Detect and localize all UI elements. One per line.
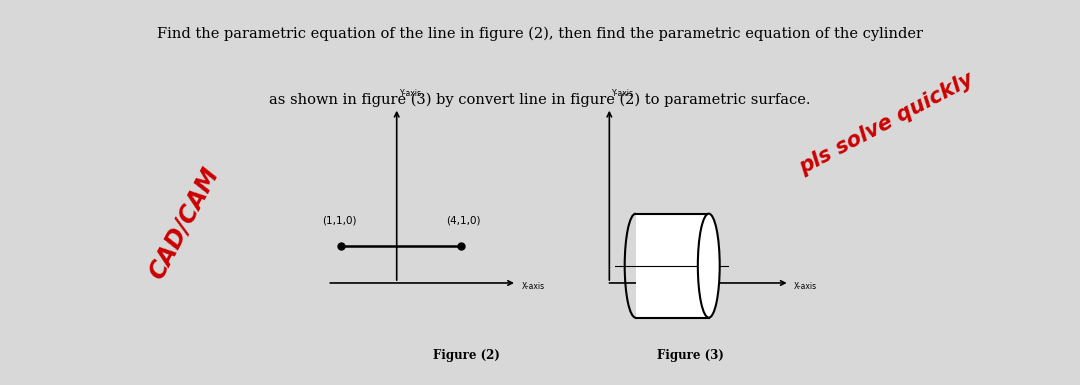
Text: X-axis: X-axis [522,282,544,291]
Text: Figure (3): Figure (3) [657,349,724,362]
Text: CAD/CAM: CAD/CAM [145,163,224,283]
Text: pls solve quickly: pls solve quickly [796,69,977,178]
Text: (4,1,0): (4,1,0) [446,215,481,225]
Text: X-axis: X-axis [794,282,818,291]
Text: Find the parametric equation of the line in figure (2), then find the parametric: Find the parametric equation of the line… [157,27,923,41]
Text: Figure (2): Figure (2) [433,349,499,362]
FancyBboxPatch shape [636,214,708,318]
Text: Y-axis: Y-axis [400,89,421,98]
Ellipse shape [698,214,719,318]
Text: (1,1,0): (1,1,0) [322,215,356,225]
Text: as shown in figure (3) by convert line in figure (2) to parametric surface.: as shown in figure (3) by convert line i… [269,92,811,107]
Text: Y-axis: Y-axis [612,89,634,98]
